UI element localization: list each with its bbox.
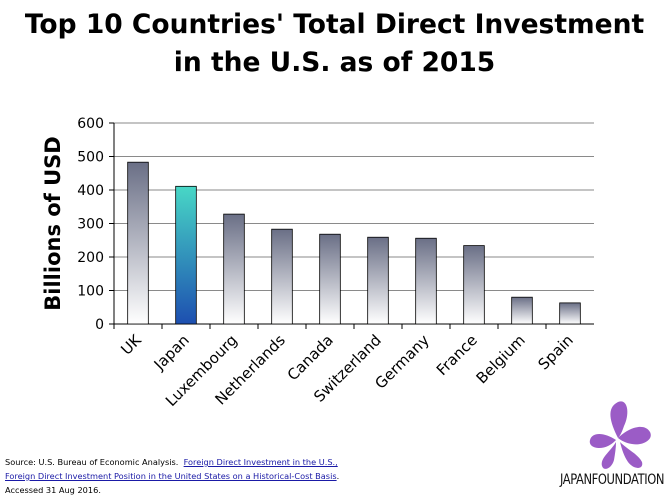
bar-chart: 0 100 200 300 400 500 600 Billions of USD UK Japa… xyxy=(41,116,594,410)
butterfly-icon xyxy=(589,401,651,469)
chart-title: Top 10 Countries' Total Direct Investmen… xyxy=(0,6,669,82)
source-prefix: Source: U.S. Bureau of Economic Analysis… xyxy=(5,457,179,467)
x-tick-label: UK xyxy=(117,330,145,358)
chart-title-line-2: in the U.S. as of 2015 xyxy=(173,47,496,78)
bar-germany xyxy=(415,237,437,325)
bar-belgium xyxy=(511,296,533,325)
bar-japan xyxy=(175,185,197,325)
bar-luxembourg xyxy=(223,213,245,325)
bar-uk xyxy=(127,161,149,325)
logo-text: JAPANFOUNDATION xyxy=(559,470,665,488)
x-tick-label: Japan xyxy=(150,331,193,374)
bar-switzerland xyxy=(367,236,389,325)
bar-canada xyxy=(319,233,341,325)
bar-france xyxy=(463,245,485,325)
bar-netherlands xyxy=(271,228,293,325)
y-tick-label: 200 xyxy=(77,250,104,266)
x-tick-label: France xyxy=(433,331,481,379)
y-tick-label: 0 xyxy=(95,317,104,333)
source-suffix: . xyxy=(336,471,340,481)
chart-title-line-1: Top 10 Countries' Total Direct Investmen… xyxy=(24,9,645,40)
y-tick-label: 100 xyxy=(77,284,104,300)
y-tick-label: 600 xyxy=(77,116,104,132)
x-tick-label: Spain xyxy=(534,331,576,373)
y-tick-label: 300 xyxy=(77,217,104,233)
source-accessed: Accessed 31 Aug 2016. xyxy=(5,485,101,495)
bar-spain xyxy=(559,302,581,325)
x-tick-label: Belgium xyxy=(473,331,529,387)
source-link-line-1[interactable]: Foreign Direct Investment in the U.S., xyxy=(183,457,338,467)
y-tick-label: 500 xyxy=(77,150,104,166)
y-tick-label: 400 xyxy=(77,183,104,199)
source-note: Source: U.S. Bureau of Economic Analysis… xyxy=(5,455,425,497)
source-link-line-2[interactable]: Foreign Direct Investment Position in th… xyxy=(5,471,337,481)
y-axis-label: Billions of USD xyxy=(41,136,65,310)
